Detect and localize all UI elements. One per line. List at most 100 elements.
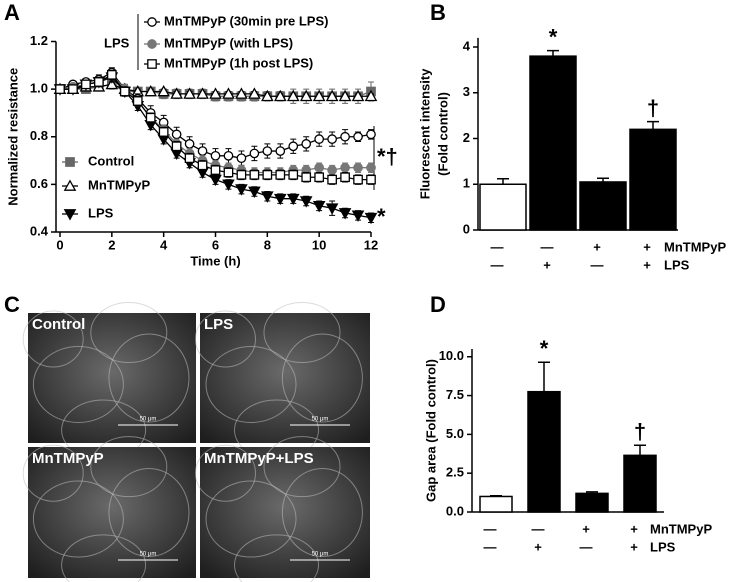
panel-label: D	[430, 292, 446, 317]
x-tick-label: 10	[312, 237, 326, 252]
marker	[301, 139, 312, 149]
marker	[183, 87, 196, 99]
marker	[223, 167, 234, 178]
legend-marker	[63, 179, 77, 191]
marker	[55, 84, 65, 94]
marker	[366, 129, 376, 140]
marker	[314, 162, 325, 173]
marker	[248, 186, 261, 199]
cell-outline	[195, 444, 256, 502]
treatment-sign: —	[484, 539, 497, 554]
bar	[629, 128, 677, 231]
legend-label: Control	[88, 153, 134, 168]
marker	[275, 146, 286, 156]
y-axis-label: Gap area (Fold control)	[423, 359, 438, 502]
cell-outline	[263, 302, 341, 363]
treatment-sign: +	[630, 539, 638, 554]
marker	[325, 89, 339, 102]
legend-marker	[63, 209, 77, 221]
annotation: *†	[377, 144, 398, 169]
marker	[158, 127, 169, 137]
marker	[68, 84, 78, 94]
marker	[171, 129, 182, 140]
treatment-sign: —	[580, 539, 593, 554]
y-tick-label: 2	[463, 130, 470, 145]
cell-outline	[22, 444, 84, 502]
marker	[286, 89, 300, 102]
marker	[248, 87, 261, 99]
marker	[197, 146, 208, 156]
marker	[286, 193, 300, 206]
marker	[314, 172, 325, 183]
treatment-sign: +	[582, 521, 590, 536]
bar	[527, 390, 561, 513]
scale-bar-label: 50 μm	[140, 552, 157, 558]
marker	[366, 162, 376, 173]
cell-outline	[263, 436, 341, 498]
cell-outline	[22, 310, 84, 368]
marker	[273, 89, 287, 102]
treatment-sign: +	[643, 257, 651, 272]
cell-outline	[281, 468, 363, 557]
marker	[261, 191, 274, 203]
marker	[184, 153, 195, 164]
marker	[132, 96, 143, 106]
y-tick-label: 7.5	[446, 387, 464, 402]
cell-outline	[281, 333, 363, 423]
scale-bar-label: 50 μm	[140, 417, 157, 423]
treatment-sign: +	[630, 521, 638, 536]
marker	[222, 87, 235, 99]
panel-label: A	[4, 0, 20, 25]
marker	[171, 141, 182, 152]
marker	[262, 146, 273, 156]
marker	[105, 77, 119, 90]
treatment-sign: +	[643, 239, 651, 254]
micrograph	[28, 313, 196, 443]
cell-outline	[108, 468, 190, 557]
y-tick-label: 0.4	[30, 223, 49, 238]
marker	[249, 169, 260, 180]
marker	[364, 212, 378, 225]
marker	[106, 69, 117, 80]
treatment-sign: —	[484, 521, 497, 536]
cell-outline	[205, 480, 297, 558]
x-tick-label: 6	[212, 237, 219, 252]
marker	[197, 160, 208, 171]
marker	[353, 162, 363, 173]
cell-outline	[108, 333, 190, 423]
marker	[351, 210, 365, 222]
significance-mark: †	[634, 419, 646, 444]
micrograph-label: MnTMPyP+LPS	[204, 450, 314, 467]
marker	[327, 165, 337, 175]
marker	[145, 112, 156, 123]
treatment-name: MnTMPyP	[664, 239, 726, 254]
treatment-sign: —	[491, 257, 504, 272]
marker	[312, 200, 326, 213]
micrograph	[200, 313, 370, 443]
marker	[223, 150, 234, 161]
marker	[288, 169, 299, 180]
marker	[340, 162, 350, 173]
annotation: *	[377, 204, 386, 229]
x-tick-label: 8	[264, 237, 271, 252]
y-tick-label: 1.2	[30, 33, 48, 48]
y-tick-label: 2.5	[446, 465, 464, 480]
treatment-sign: +	[534, 539, 542, 554]
marker	[325, 203, 339, 215]
marker	[261, 89, 274, 102]
treatment-name: LPS	[664, 257, 690, 272]
marker	[170, 87, 183, 99]
marker	[222, 179, 235, 191]
marker	[338, 208, 352, 220]
treatment-sign: +	[543, 257, 551, 272]
x-tick-label: 12	[364, 237, 378, 252]
micrograph	[28, 447, 196, 578]
marker	[327, 134, 337, 144]
y-tick-label: 0.6	[30, 176, 48, 191]
legend-label: MnTMPyP	[88, 177, 150, 192]
marker	[340, 131, 350, 142]
marker	[209, 174, 222, 187]
marker	[312, 89, 326, 102]
micrograph-label: Control	[32, 316, 85, 333]
